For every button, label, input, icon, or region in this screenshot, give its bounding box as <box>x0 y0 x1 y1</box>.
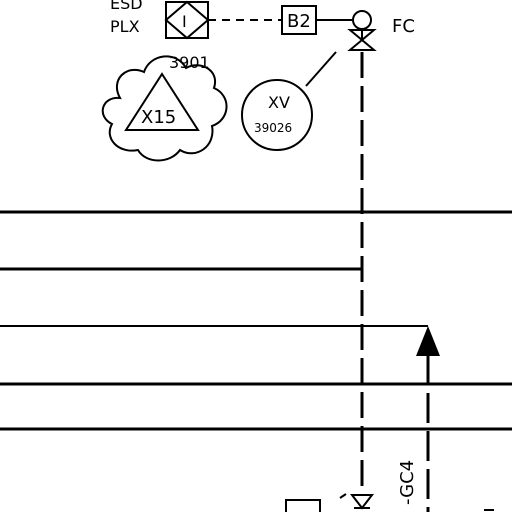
interlock-tag: 3901 <box>169 53 210 72</box>
partial-tag-box <box>285 499 321 512</box>
xv-instrument-bubble: XV 39026 <box>241 79 313 151</box>
esd-label: ESD <box>110 0 143 13</box>
interlock-letter: I <box>182 12 187 31</box>
instrument-leader <box>305 51 337 87</box>
lower-valve <box>349 494 375 510</box>
line-spec-label: -GC4 <box>397 460 418 505</box>
b2-label: B2 <box>287 11 311 32</box>
instrument-function: XV <box>268 93 290 112</box>
flow-arrow-icon <box>416 326 440 356</box>
valve-actuator <box>352 10 372 30</box>
small-tick <box>339 493 347 499</box>
interlock-symbol: I <box>164 0 210 40</box>
plx-label: PLX <box>110 17 140 36</box>
revision-triangle <box>124 72 200 131</box>
shutdown-valve <box>347 10 377 51</box>
valve-failure-mode: FC <box>392 16 415 37</box>
instrument-tag: 39026 <box>254 121 292 135</box>
revision-cloud: X15 <box>101 55 228 162</box>
revision-label: X15 <box>141 107 176 128</box>
b2-block: B2 <box>281 5 317 35</box>
